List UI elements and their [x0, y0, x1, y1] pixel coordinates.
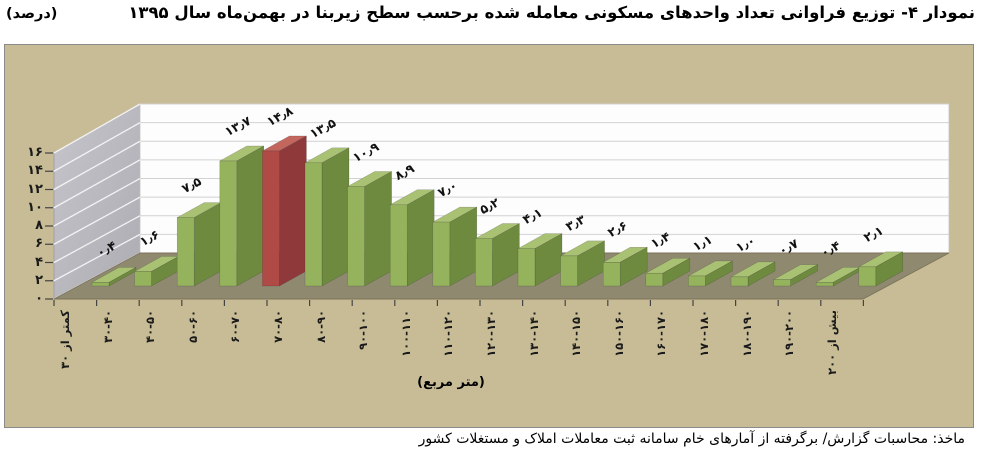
bar-column-side [406, 189, 435, 287]
x-category-label: ۹۰-۱۰۰ [356, 310, 371, 350]
side-wall-gridline [53, 122, 141, 172]
y-tick-label: ۸ [35, 218, 43, 233]
bar-column-front [773, 279, 791, 287]
bar-column-side [321, 147, 350, 287]
bar-column-front [688, 275, 706, 287]
x-category-label: ۵۰-۶۰ [185, 310, 200, 343]
side-wall-gridline [53, 233, 141, 282]
source-note: ماخذ: محاسبات گزارش/ برگرفته از آمارهای … [418, 431, 965, 447]
bar-column-front [602, 262, 621, 287]
bar-column-side [364, 171, 392, 287]
plot-3d-canvas [5, 45, 973, 427]
x-category-label: بیش از ۲۰۰ [824, 310, 839, 375]
bar-column-side [236, 145, 265, 287]
side-wall-gridline [53, 177, 141, 227]
x-category-label: ۱۸۰-۱۹۰ [739, 310, 754, 357]
bar-column-front [858, 266, 877, 287]
bar-column-front [432, 221, 451, 287]
bar-column-front [475, 238, 493, 287]
x-category-label: ۸۰-۹۰ [313, 310, 328, 343]
bar-column-front [304, 162, 323, 287]
x-category-label: ۱۴۰-۱۵۰ [569, 310, 584, 357]
side-wall-gridline [53, 215, 141, 264]
side-wall-gridline [53, 196, 141, 245]
bar-column-front [134, 271, 152, 287]
bar-column-front [347, 186, 365, 287]
bar-column-side [193, 202, 222, 287]
chart-title: نمودار ۴- توزیع فراوانی تعداد واحدهای مس… [128, 3, 975, 22]
side-wall-gridline [53, 159, 141, 209]
y-tick-label: ۱۲ [27, 181, 43, 197]
chart-frame: ۰ ۲ ۴ ۶ ۸ ۱۰ ۱۲ ۱۴ ۱۶ کمتر از ۳۰ ۳۰-۴۰ ۴۰-۵۰ ۵۰-۶۰ ۶… [4, 44, 974, 428]
bar-column-front [91, 282, 110, 287]
bar-column-front [176, 217, 195, 287]
bar-column-front [389, 204, 408, 287]
bar-column-front [730, 276, 749, 287]
x-category-label: ۳۰-۴۰ [100, 310, 115, 343]
x-category-label: ۴۰-۵۰ [143, 310, 158, 343]
y-tick-label: ۶ [35, 236, 43, 252]
x-category-label: ۱۶۰-۱۷۰ [654, 310, 669, 357]
y-tick-label: ۰ [35, 291, 43, 306]
bar-column-highlight-side [279, 135, 307, 287]
bar-column-front [560, 255, 578, 287]
side-wall-gridline [53, 103, 141, 154]
y-tick-label: ۱۰ [27, 199, 43, 215]
bar-column-front [517, 248, 536, 287]
x-category-label: ۷۰-۸۰ [271, 310, 285, 343]
y-tick-label: ۴ [35, 254, 43, 270]
chart-title-row: نمودار ۴- توزیع فراوانی تعداد واحدهای مس… [6, 3, 975, 33]
x-category-label: ۱۵۰-۱۶۰ [611, 310, 626, 357]
x-category-label: کمتر از ۳۰ [58, 310, 72, 369]
bar-column-front [815, 282, 834, 287]
bar-column-front [219, 160, 238, 287]
bar-column-highlight-front [262, 150, 280, 287]
y-tick-label: ۲ [35, 272, 43, 288]
y-tick-label: ۱۶ [27, 145, 43, 160]
x-category-label: ۶۰-۷۰ [228, 310, 243, 343]
y-tick-label: ۱۴ [27, 163, 43, 179]
unit-note-label: (درصد) [6, 6, 58, 22]
side-wall-gridline [53, 140, 141, 191]
x-category-label: ۱۷۰-۱۸۰ [697, 310, 711, 357]
bar-column-front [645, 272, 664, 287]
x-axis-title: (متر مربع) [417, 375, 485, 390]
x-category-label: ۱۹۰-۲۰۰ [782, 310, 797, 357]
